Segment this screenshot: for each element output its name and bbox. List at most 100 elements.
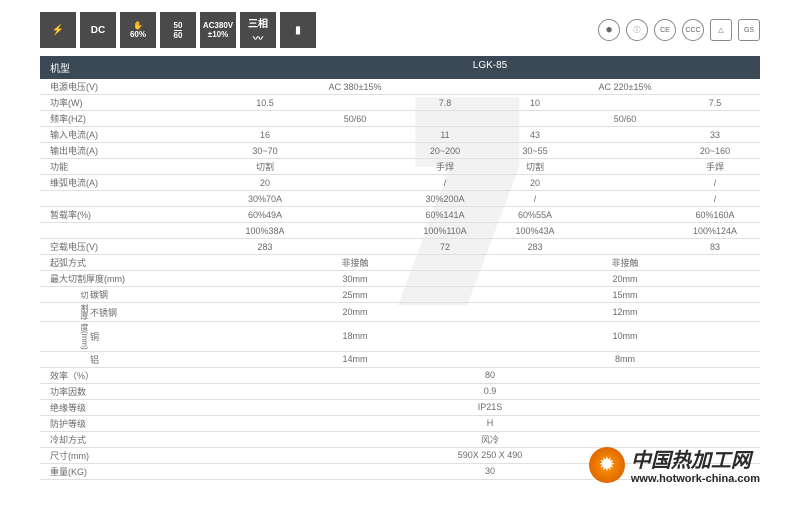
row-values: 80 [220, 370, 760, 380]
site-watermark: ✹ 中国热加工网 www.hotwork-china.com [589, 444, 760, 485]
table-row: 暂载率(%)60%49A 60%141A60%55A 60%160A [40, 207, 760, 223]
cell [400, 256, 490, 269]
table-row: 铝14mm8mm [40, 352, 760, 368]
cell: 16 [220, 130, 310, 140]
cell: 283 [220, 242, 310, 252]
row-label: 效率（%） [40, 369, 220, 382]
cell: 100%110A [400, 226, 490, 236]
row-values: 2837228383 [220, 242, 760, 252]
row-label: 防护等级 [40, 417, 220, 430]
cell: 10.5 [220, 98, 310, 108]
header-value: LGK-85 [230, 60, 750, 75]
cell [670, 82, 760, 92]
cell: 60%141A [400, 210, 490, 220]
cell: AC 380±15% [310, 82, 400, 92]
row-label: 尺寸(mm) [40, 449, 220, 462]
dc-icon: DC [80, 12, 116, 48]
spec-header: 机型 LGK-85 [40, 56, 760, 79]
row-label: 暂载率(%) [40, 208, 220, 221]
table-row: 功率因数0.9 [40, 384, 760, 400]
cert-ce: CE [654, 19, 676, 41]
watermark-title: 中国热加工网 [631, 444, 760, 473]
cert-icons: ⬢ ⓘ CE CCC △ GS [598, 19, 760, 41]
cell: 60%55A [490, 210, 580, 220]
row-label: 功能 [40, 160, 220, 173]
cell: 20 [490, 178, 580, 188]
table-row: 空载电压(V)2837228383 [40, 239, 760, 255]
header-label: 机型 [50, 60, 230, 75]
cell [670, 114, 760, 124]
cell: 100%124A [670, 226, 760, 236]
row-values: 10.57.8107.5 [220, 98, 760, 108]
cell: 30~55 [490, 146, 580, 156]
row-label: 电源电压(V) [40, 80, 220, 93]
cell: 50/60 [580, 114, 670, 124]
cell [580, 242, 670, 252]
cell: 283 [490, 242, 580, 252]
watermark-url: www.hotwork-china.com [631, 473, 760, 485]
cell [580, 210, 670, 220]
row-values: 16114333 [220, 130, 760, 140]
row-values: 14mm8mm [220, 354, 760, 364]
cert-gs: GS [738, 19, 760, 41]
cell [490, 82, 580, 92]
cell: 11 [400, 130, 490, 140]
cell: 7.8 [400, 98, 490, 108]
cell [220, 256, 310, 269]
row-label: 输出电流(A) [40, 144, 220, 157]
cell: 30%70A [220, 194, 310, 204]
cell [490, 274, 580, 284]
cell: IP21S [220, 402, 760, 412]
component-icon: ▮ [280, 12, 316, 48]
row-values: 20/20/ [220, 178, 760, 188]
cell [580, 178, 670, 188]
top-icon-row: ⚡ DC ✋60% 5060 AC380V±10% 三相〰 ▮ ⬢ ⓘ CE C… [0, 0, 800, 52]
table-row: 30%70A30%200A// [40, 191, 760, 207]
cell [310, 242, 400, 252]
cell [670, 274, 760, 284]
table-row: 输入电流(A)16114333 [40, 127, 760, 143]
row-values: 50/6050/60 [220, 114, 760, 124]
cell [670, 290, 760, 300]
row-label: 最大切割厚度(mm) [40, 272, 220, 285]
row-label: 功率因数 [40, 385, 220, 398]
cell: 30%200A [400, 194, 490, 204]
cell: 43 [490, 130, 580, 140]
row-values: IP21S [220, 402, 760, 412]
cell: 60%160A [670, 210, 760, 220]
cell: 25mm [310, 290, 400, 300]
cell [490, 354, 580, 364]
cell: 20 [220, 178, 310, 188]
cell [310, 210, 400, 220]
table-row: 100%38A100%110A100%43A100%124A [40, 223, 760, 239]
cell: H [220, 418, 760, 428]
row-label: 切碳钢 [40, 288, 220, 301]
cell: 12mm [580, 307, 670, 317]
cell: / [400, 178, 490, 188]
cell [310, 160, 400, 173]
cell [220, 114, 310, 124]
row-values: 25mm 15mm [220, 290, 760, 300]
row-label: 空载电压(V) [40, 240, 220, 253]
table-row: 频率(HZ)50/6050/60 [40, 111, 760, 127]
cell [490, 114, 580, 124]
cell: 20~160 [670, 146, 760, 156]
cell [310, 146, 400, 156]
table-row: 切碳钢 25mm 15mm [40, 287, 760, 303]
cell: 18mm [310, 331, 400, 341]
cell [400, 331, 490, 341]
table-row: 电源电压(V)AC 380±15%AC 220±15% [40, 79, 760, 95]
cell: 手焊 [670, 160, 760, 173]
cell: 60%49A [220, 210, 310, 220]
cell [670, 256, 760, 269]
table-row: 输出电流(A)30~7020~20030~5520~160 [40, 143, 760, 159]
cell: 30~70 [220, 146, 310, 156]
table-row: 割厚不锈钢20mm12mm [40, 303, 760, 322]
cell [220, 290, 310, 300]
cell: 15mm [580, 290, 670, 300]
cell: / [670, 194, 760, 204]
cell: 手焊 [400, 160, 490, 173]
cell: 非接触 [310, 256, 400, 269]
cell: 30mm [310, 274, 400, 284]
row-label: 度(mm)铜 [40, 323, 220, 350]
